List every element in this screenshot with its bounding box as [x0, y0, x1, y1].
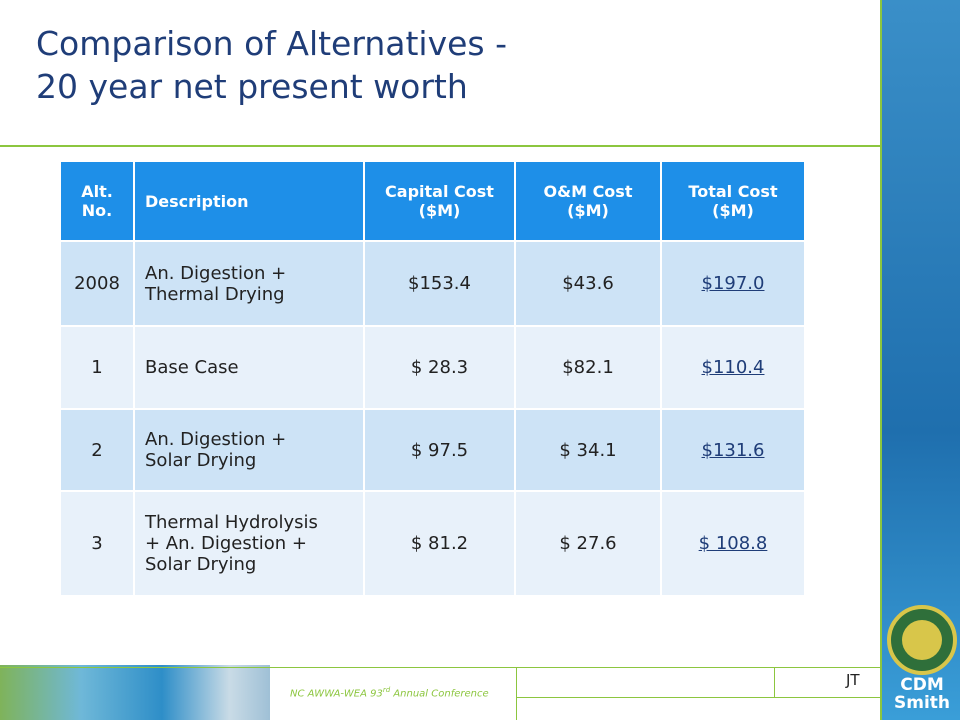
initials: JT [846, 671, 860, 689]
cell-text: $110.4 [701, 357, 765, 378]
table-cell: 1 [61, 326, 135, 410]
title-line: 20 year net present worth [36, 67, 468, 106]
header-cell: Total Cost ($M) [661, 162, 806, 242]
table-cell: Thermal Hydrolysis + An. Digestion + Solar… [134, 491, 365, 597]
title-line: Comparison of Alternatives - [36, 24, 508, 63]
table-cell: $ 81.2 [364, 491, 516, 597]
cell-text: $ 108.8 [698, 533, 768, 554]
cell-text: Solar Drying [145, 450, 257, 471]
table-cell: $131.6 [661, 409, 806, 492]
logo-line: CDM [900, 675, 944, 695]
footer-sep [516, 668, 517, 720]
cell-text: $ 28.3 [410, 357, 469, 378]
cost-table: Alt. No. Description Capital Cost ($M) O&M Co… [61, 162, 806, 597]
cell-text: Solar Drying [145, 554, 257, 575]
conference-text: Annual Conference [390, 688, 489, 700]
header-text: O&M Cost [543, 182, 633, 201]
cell-text: $ 27.6 [559, 533, 617, 554]
cell-text: $43.6 [562, 273, 614, 294]
header-text: ($M) [712, 201, 754, 220]
conference-sup: rd [382, 686, 391, 694]
divider [880, 0, 882, 720]
table-row: 3 Thermal Hydrolysis + An. Digestion + Sola… [61, 491, 806, 597]
cell-text: $197.0 [701, 273, 765, 294]
cell-text: $ 97.5 [410, 439, 469, 461]
table-cell: $ 97.5 [364, 409, 516, 492]
footer-rule [0, 667, 880, 668]
table-cell: $82.1 [515, 326, 662, 410]
footer-sep [516, 697, 880, 698]
table-cell: $43.6 [515, 241, 662, 327]
header-row: Alt. No. Description Capital Cost ($M) O&M Co… [61, 162, 806, 242]
header-text: Capital Cost [385, 182, 494, 201]
title: Comparison of Alternatives - 20 year net … [36, 22, 507, 108]
side-strip [882, 0, 960, 720]
conference: NC AWWA-WEA 93rd Annual Conference [290, 686, 489, 699]
cell-text: 2008 [74, 273, 120, 294]
footer-sep [774, 668, 775, 698]
table-cell: 2 [61, 409, 135, 492]
cell-text: $153.4 [408, 273, 471, 294]
header-text: ($M) [418, 201, 461, 220]
cell-text: 3 [91, 533, 103, 554]
conference-text: NC AWWA-WEA 93 [290, 688, 383, 700]
header-text: No. [81, 201, 113, 220]
header-text: Total Cost [688, 182, 778, 201]
cell-text: $131.6 [701, 439, 765, 461]
cell-text: Thermal Drying [145, 283, 285, 305]
header-cell: Alt. No. [61, 162, 135, 242]
header-cell: Description [134, 162, 365, 242]
header-cell: O&M Cost ($M) [515, 162, 662, 242]
table-cell: $ 28.3 [364, 326, 516, 410]
cell-text: $ 81.2 [410, 533, 469, 554]
table-row: 1 Base Case $ 28.3 $82.1 $110.4 [61, 326, 806, 410]
table-cell: $ 34.1 [515, 409, 662, 492]
header-cell: Capital Cost ($M) [364, 162, 516, 242]
table-cell: $197.0 [661, 241, 806, 327]
cell-text: An. Digestion + [145, 262, 287, 284]
table-cell: 2008 [61, 241, 135, 327]
table-row: 2008 An. Digestion + Thermal Drying $153.4 $… [61, 241, 806, 327]
cell-text: Thermal Hydrolysis [145, 512, 318, 533]
header-text: ($M) [567, 201, 609, 220]
photo-strip [0, 665, 270, 720]
logo-line: Smith [893, 693, 950, 713]
cell-text: An. Digestion + [145, 429, 287, 450]
seal [887, 605, 957, 675]
cell-text: $ 34.1 [559, 439, 617, 461]
table-cell: $110.4 [661, 326, 806, 410]
table-cell: An. Digestion + Thermal Drying [134, 241, 365, 327]
header-text: Alt. [81, 182, 113, 201]
header-text: Description [145, 191, 249, 211]
table-cell: An. Digestion + Solar Drying [134, 409, 365, 492]
table-cell: $ 108.8 [661, 491, 806, 597]
logo: CDM Smith [890, 676, 954, 712]
cell-text: $82.1 [562, 357, 614, 378]
table-cell: $153.4 [364, 241, 516, 327]
cell-text: Base Case [145, 357, 239, 378]
title-rule [0, 145, 880, 147]
table-cell: 3 [61, 491, 135, 597]
table-cell: Base Case [134, 326, 365, 410]
table-row: 2 An. Digestion + Solar Drying $ 97.5 $ 34.1… [61, 409, 806, 492]
table-cell: $ 27.6 [515, 491, 662, 597]
cell-text: 2 [91, 439, 103, 461]
cell-text: + An. Digestion + [145, 533, 307, 554]
cell-text: 1 [91, 357, 103, 378]
